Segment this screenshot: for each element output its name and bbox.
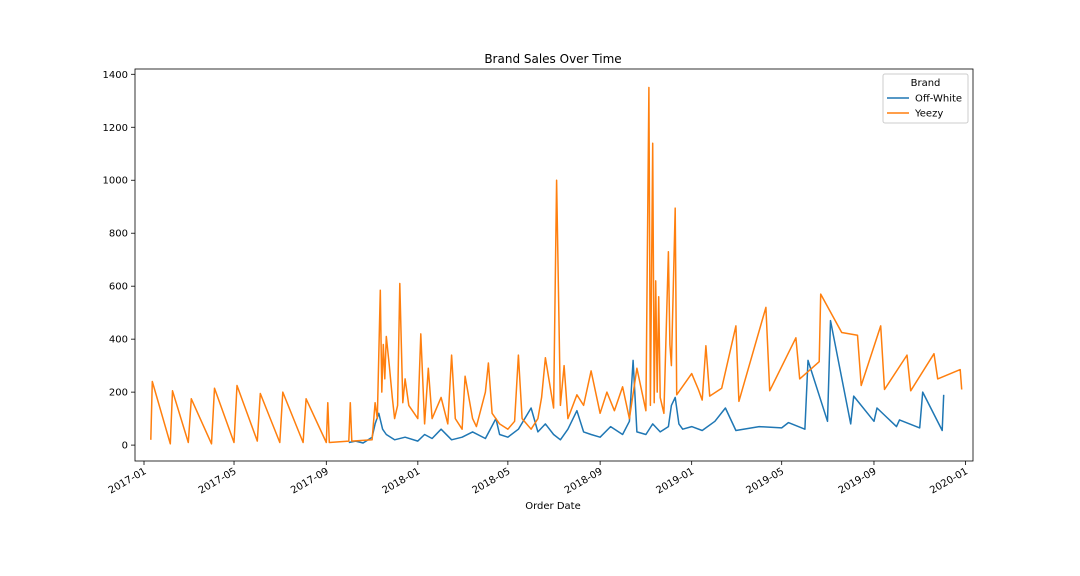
y-tick-label: 1200 xyxy=(103,123,128,134)
legend: Brand Off-White Yeezy xyxy=(882,73,969,124)
x-tick-label: 2019-01 xyxy=(654,466,696,496)
legend-box xyxy=(882,73,969,124)
plot-area xyxy=(150,86,963,445)
legend-title: Brand xyxy=(911,78,941,89)
plot-frame xyxy=(134,68,974,462)
legend-entry-label: Yeezy xyxy=(914,109,943,120)
x-axis-label: Order Date xyxy=(525,501,581,512)
x-tick-label: 2017-09 xyxy=(289,466,331,496)
y-tick-label: 0 xyxy=(122,441,128,452)
y-tick-label: 200 xyxy=(109,388,128,399)
y-tick-label: 600 xyxy=(109,282,128,293)
x-tick-label: 2018-09 xyxy=(563,466,605,496)
y-tick-label: 1400 xyxy=(103,70,128,81)
series-line-off-white xyxy=(348,319,945,444)
x-tick-label: 2020-01 xyxy=(928,466,970,496)
x-tick-label: 2017-01 xyxy=(107,466,149,496)
y-tick-label: 1000 xyxy=(103,176,128,187)
x-tick-label: 2018-01 xyxy=(381,466,423,496)
series-line-yeezy xyxy=(150,86,963,445)
y-tick-label: 400 xyxy=(109,335,128,346)
x-tick-label: 2017-05 xyxy=(197,466,239,496)
x-tick-label: 2019-09 xyxy=(837,466,879,496)
x-tick-label: 2019-05 xyxy=(744,466,786,496)
x-tick-label: 2018-05 xyxy=(471,466,513,496)
y-tick-label: 800 xyxy=(109,229,128,240)
chart-title: Brand Sales Over Time xyxy=(484,52,621,66)
legend-entry-label: Off-White xyxy=(915,94,962,105)
